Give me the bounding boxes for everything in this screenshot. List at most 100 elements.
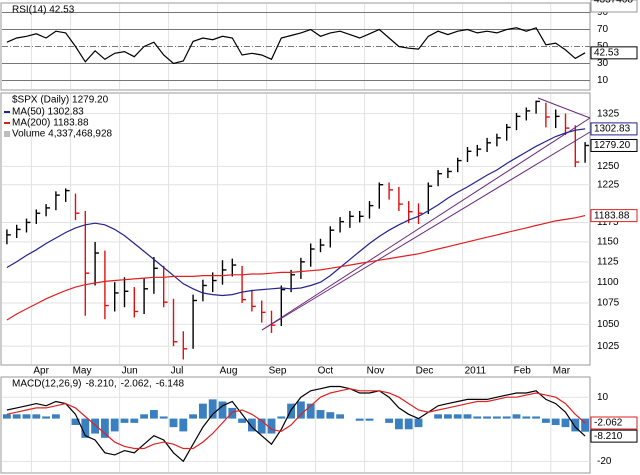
y-tick-label: 1150 xyxy=(597,237,619,248)
histogram-bar xyxy=(502,416,511,419)
trend-line xyxy=(261,131,591,331)
y-tick-label: 90 xyxy=(597,7,609,18)
value-box-label: 1183.88 xyxy=(594,210,630,221)
histogram-bar xyxy=(453,414,462,419)
histogram-bar xyxy=(218,401,227,419)
histogram-bar xyxy=(492,416,501,419)
series-line xyxy=(6,385,586,463)
legend-label: -6.148 xyxy=(156,379,185,390)
panel-title: MACD(12,26,9) xyxy=(12,379,81,390)
x-tick-label: Sep xyxy=(269,366,287,377)
histogram-bar xyxy=(326,412,335,419)
histogram-bar xyxy=(228,407,237,419)
y-tick-label: 30 xyxy=(597,58,609,69)
value-box xyxy=(590,416,638,430)
trend-line xyxy=(261,117,591,331)
histogram-bar xyxy=(238,418,247,423)
macd-frame xyxy=(0,376,591,474)
value-box xyxy=(590,429,638,443)
histogram-bar xyxy=(247,418,256,432)
series-line xyxy=(6,128,586,297)
legend-label: MA(50) 1302.83 xyxy=(12,107,84,118)
histogram-bar xyxy=(581,418,590,432)
trend-line xyxy=(537,97,591,119)
histogram-bar xyxy=(316,410,325,419)
histogram-bar xyxy=(443,414,452,419)
y-tick-label: 1250 xyxy=(597,161,620,172)
value-box-label: 1279.20 xyxy=(594,140,631,151)
y-tick-label: 1225 xyxy=(597,179,620,190)
value-box xyxy=(590,0,638,13)
histogram-bar xyxy=(267,418,276,434)
price-frame xyxy=(0,92,591,366)
histogram-bar xyxy=(2,414,11,419)
series-line xyxy=(6,388,586,450)
histogram-bar xyxy=(81,418,90,438)
legend-swatch xyxy=(4,131,10,137)
over-layer xyxy=(6,27,591,463)
histogram-bar xyxy=(394,418,403,430)
value-box xyxy=(590,46,638,60)
histogram-bar xyxy=(130,418,139,423)
histogram-bar xyxy=(483,416,492,419)
series-line xyxy=(6,215,586,321)
histogram-bar xyxy=(42,416,51,419)
value-box xyxy=(590,209,638,223)
x-tick-label: Jul xyxy=(171,366,184,377)
panel-title: $SPX (Daily) 1279.20 xyxy=(12,95,109,106)
value-box xyxy=(590,122,638,136)
histogram-bar xyxy=(169,418,178,428)
histogram-bar xyxy=(306,403,315,419)
histogram-bar xyxy=(110,418,119,432)
histogram-bar xyxy=(434,414,443,419)
histogram-bar xyxy=(198,403,207,419)
x-tick-label: Oct xyxy=(318,366,334,377)
legend-label: MA(200) 1183.88 xyxy=(12,118,89,129)
histogram-bar xyxy=(120,418,129,423)
histogram-bar xyxy=(277,416,286,419)
value-box-label: 1302.83 xyxy=(594,124,631,135)
histogram-bar xyxy=(551,418,560,425)
histogram-bar xyxy=(532,416,541,419)
histogram-bar xyxy=(404,418,413,430)
panel-title: RSI(14) 42.53 xyxy=(12,5,75,16)
x-tick-label: Nov xyxy=(367,366,385,377)
histogram-bar xyxy=(257,418,266,434)
histogram-bar xyxy=(571,418,580,432)
histogram-bar xyxy=(12,414,21,419)
legend-label: -8.210, xyxy=(85,379,116,390)
histogram-bar xyxy=(336,414,345,419)
histogram-bar xyxy=(149,410,158,419)
histogram-bar xyxy=(473,416,482,419)
histogram-bar xyxy=(365,418,374,421)
y-tick-label: 1050 xyxy=(597,319,620,330)
y-tick-label: 10 xyxy=(597,75,609,86)
histogram-bar xyxy=(208,399,217,419)
x-tick-label: Jun xyxy=(122,366,138,377)
histogram-bar xyxy=(140,414,149,419)
histogram-bar xyxy=(463,414,472,419)
legend-label: -2.062, xyxy=(121,379,152,390)
histogram-bar xyxy=(522,416,531,419)
value-box-label: 4337468 xyxy=(594,0,633,6)
x-tick-label: Dec xyxy=(416,366,434,377)
y-tick-label: -20 xyxy=(597,456,612,467)
histogram-bar xyxy=(561,418,570,428)
histogram-bar xyxy=(159,416,168,419)
y-tick-label: 1125 xyxy=(597,256,619,267)
histogram-bar xyxy=(71,418,80,425)
histogram-bar xyxy=(385,418,394,423)
legend-label: Volume 4,337,468,928 xyxy=(12,129,113,140)
x-tick-label: Apr xyxy=(33,366,49,377)
x-tick-label: Feb xyxy=(514,366,532,377)
histogram-bar xyxy=(512,414,521,419)
histogram-bar xyxy=(22,414,31,419)
histogram-bar xyxy=(355,418,364,421)
histogram-bar xyxy=(51,414,60,419)
x-tick-label: Mar xyxy=(553,366,571,377)
x-tick-label: Aug xyxy=(220,366,238,377)
x-tick-label: May xyxy=(73,366,92,377)
y-tick-label: 1325 xyxy=(597,108,620,119)
